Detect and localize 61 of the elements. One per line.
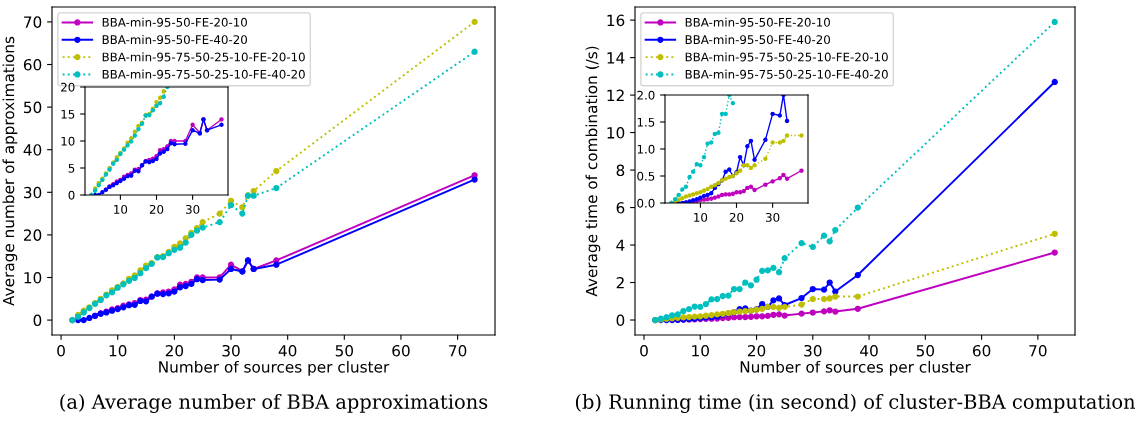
legend-label: BBA-min-95-75-50-25-10-FE-20-10: [102, 52, 305, 62]
y-tick-label: 40: [23, 144, 42, 156]
y-tick-label: 0: [68, 190, 75, 200]
y-tick-label: 1.5: [637, 117, 655, 127]
legend-label: BBA-min-95-50-FE-40-20: [685, 34, 830, 45]
legend-label: BBA-min-95-75-50-25-10-FE-20-10: [685, 52, 888, 62]
x-tick-label: 50: [335, 344, 354, 357]
y-tick-label: 2.0: [637, 90, 655, 100]
x-tick-label: 20: [747, 344, 766, 357]
x-tick-label: 30: [804, 344, 822, 357]
x-tick-label: 20: [149, 204, 164, 214]
y-tick-label: 14: [607, 52, 625, 64]
x-tick-label: 40: [860, 344, 878, 357]
x-tick-label: 50: [916, 344, 935, 357]
y-tick-label: 70: [24, 16, 42, 28]
y-tick-label: 50: [24, 101, 42, 114]
y-tick-label: 10: [607, 127, 625, 139]
y-tick-label: 6: [616, 202, 625, 214]
legend-label: BBA-min-95-75-50-25-10-FE-40-20: [102, 69, 305, 79]
y-axis-title: Average time of combination (/s): [585, 46, 601, 297]
y-tick-label: 0: [616, 314, 625, 327]
x-axis-title: Number of sources per cluster: [159, 360, 390, 376]
y-tick-label: 10: [61, 136, 75, 146]
x-axis-title: Number of sources per cluster: [740, 360, 971, 376]
x-tick-label: 10: [114, 204, 128, 214]
x-tick-label: 10: [109, 344, 127, 357]
y-tick-label: 12: [607, 89, 624, 101]
x-tick-label: 40: [278, 344, 297, 357]
x-tick-label: 10: [692, 344, 709, 357]
y-tick-label: 0.0: [637, 198, 655, 208]
y-tick-label: 20: [61, 82, 75, 92]
y-tick-label: 60: [23, 58, 42, 71]
y-tick-label: 0: [33, 314, 42, 327]
y-tick-label: 10: [24, 271, 42, 284]
x-tick-label: 60: [392, 344, 410, 357]
y-tick-label: 5: [68, 163, 75, 173]
x-tick-label: 30: [222, 344, 240, 357]
y-tick-label: 15: [61, 109, 75, 119]
x-tick-label: 10: [694, 212, 708, 222]
y-tick-label: 4: [616, 239, 625, 251]
x-tick-label: 70: [1029, 344, 1047, 357]
y-tick-label: 1.0: [637, 144, 655, 154]
legend-label: BBA-min-95-50-FE-20-10: [685, 17, 830, 27]
y-tick-label: 2: [616, 276, 624, 289]
y-tick-label: 0.5: [637, 171, 655, 181]
text: (b) Running time (in second) of cluster-BBA computation: [575, 393, 1136, 413]
x-tick-label: 30: [766, 212, 780, 222]
y-tick-label: 8: [616, 164, 625, 177]
y-tick-label: 20: [23, 229, 42, 241]
text: (a) Average number of BBA approximations: [60, 393, 488, 413]
y-tick-label: 16: [607, 14, 625, 27]
x-tick-label: 20: [165, 344, 184, 357]
legend-label: BBA-min-95-50-FE-20-10: [102, 17, 247, 27]
legend-label: BBA-min-95-75-50-25-10-FE-40-20: [685, 69, 888, 79]
x-tick-label: 20: [729, 212, 744, 222]
x-tick-label: 30: [186, 204, 200, 214]
y-tick-label: 30: [24, 186, 42, 199]
y-axis-title: Average number of approximations: [2, 36, 18, 306]
legend-label: BBA-min-95-50-FE-40-20: [102, 34, 247, 45]
x-tick-label: 70: [449, 344, 467, 357]
x-tick-label: 60: [972, 344, 991, 357]
